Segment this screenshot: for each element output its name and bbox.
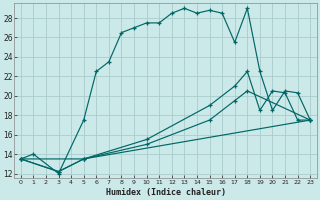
X-axis label: Humidex (Indice chaleur): Humidex (Indice chaleur)	[106, 188, 226, 197]
